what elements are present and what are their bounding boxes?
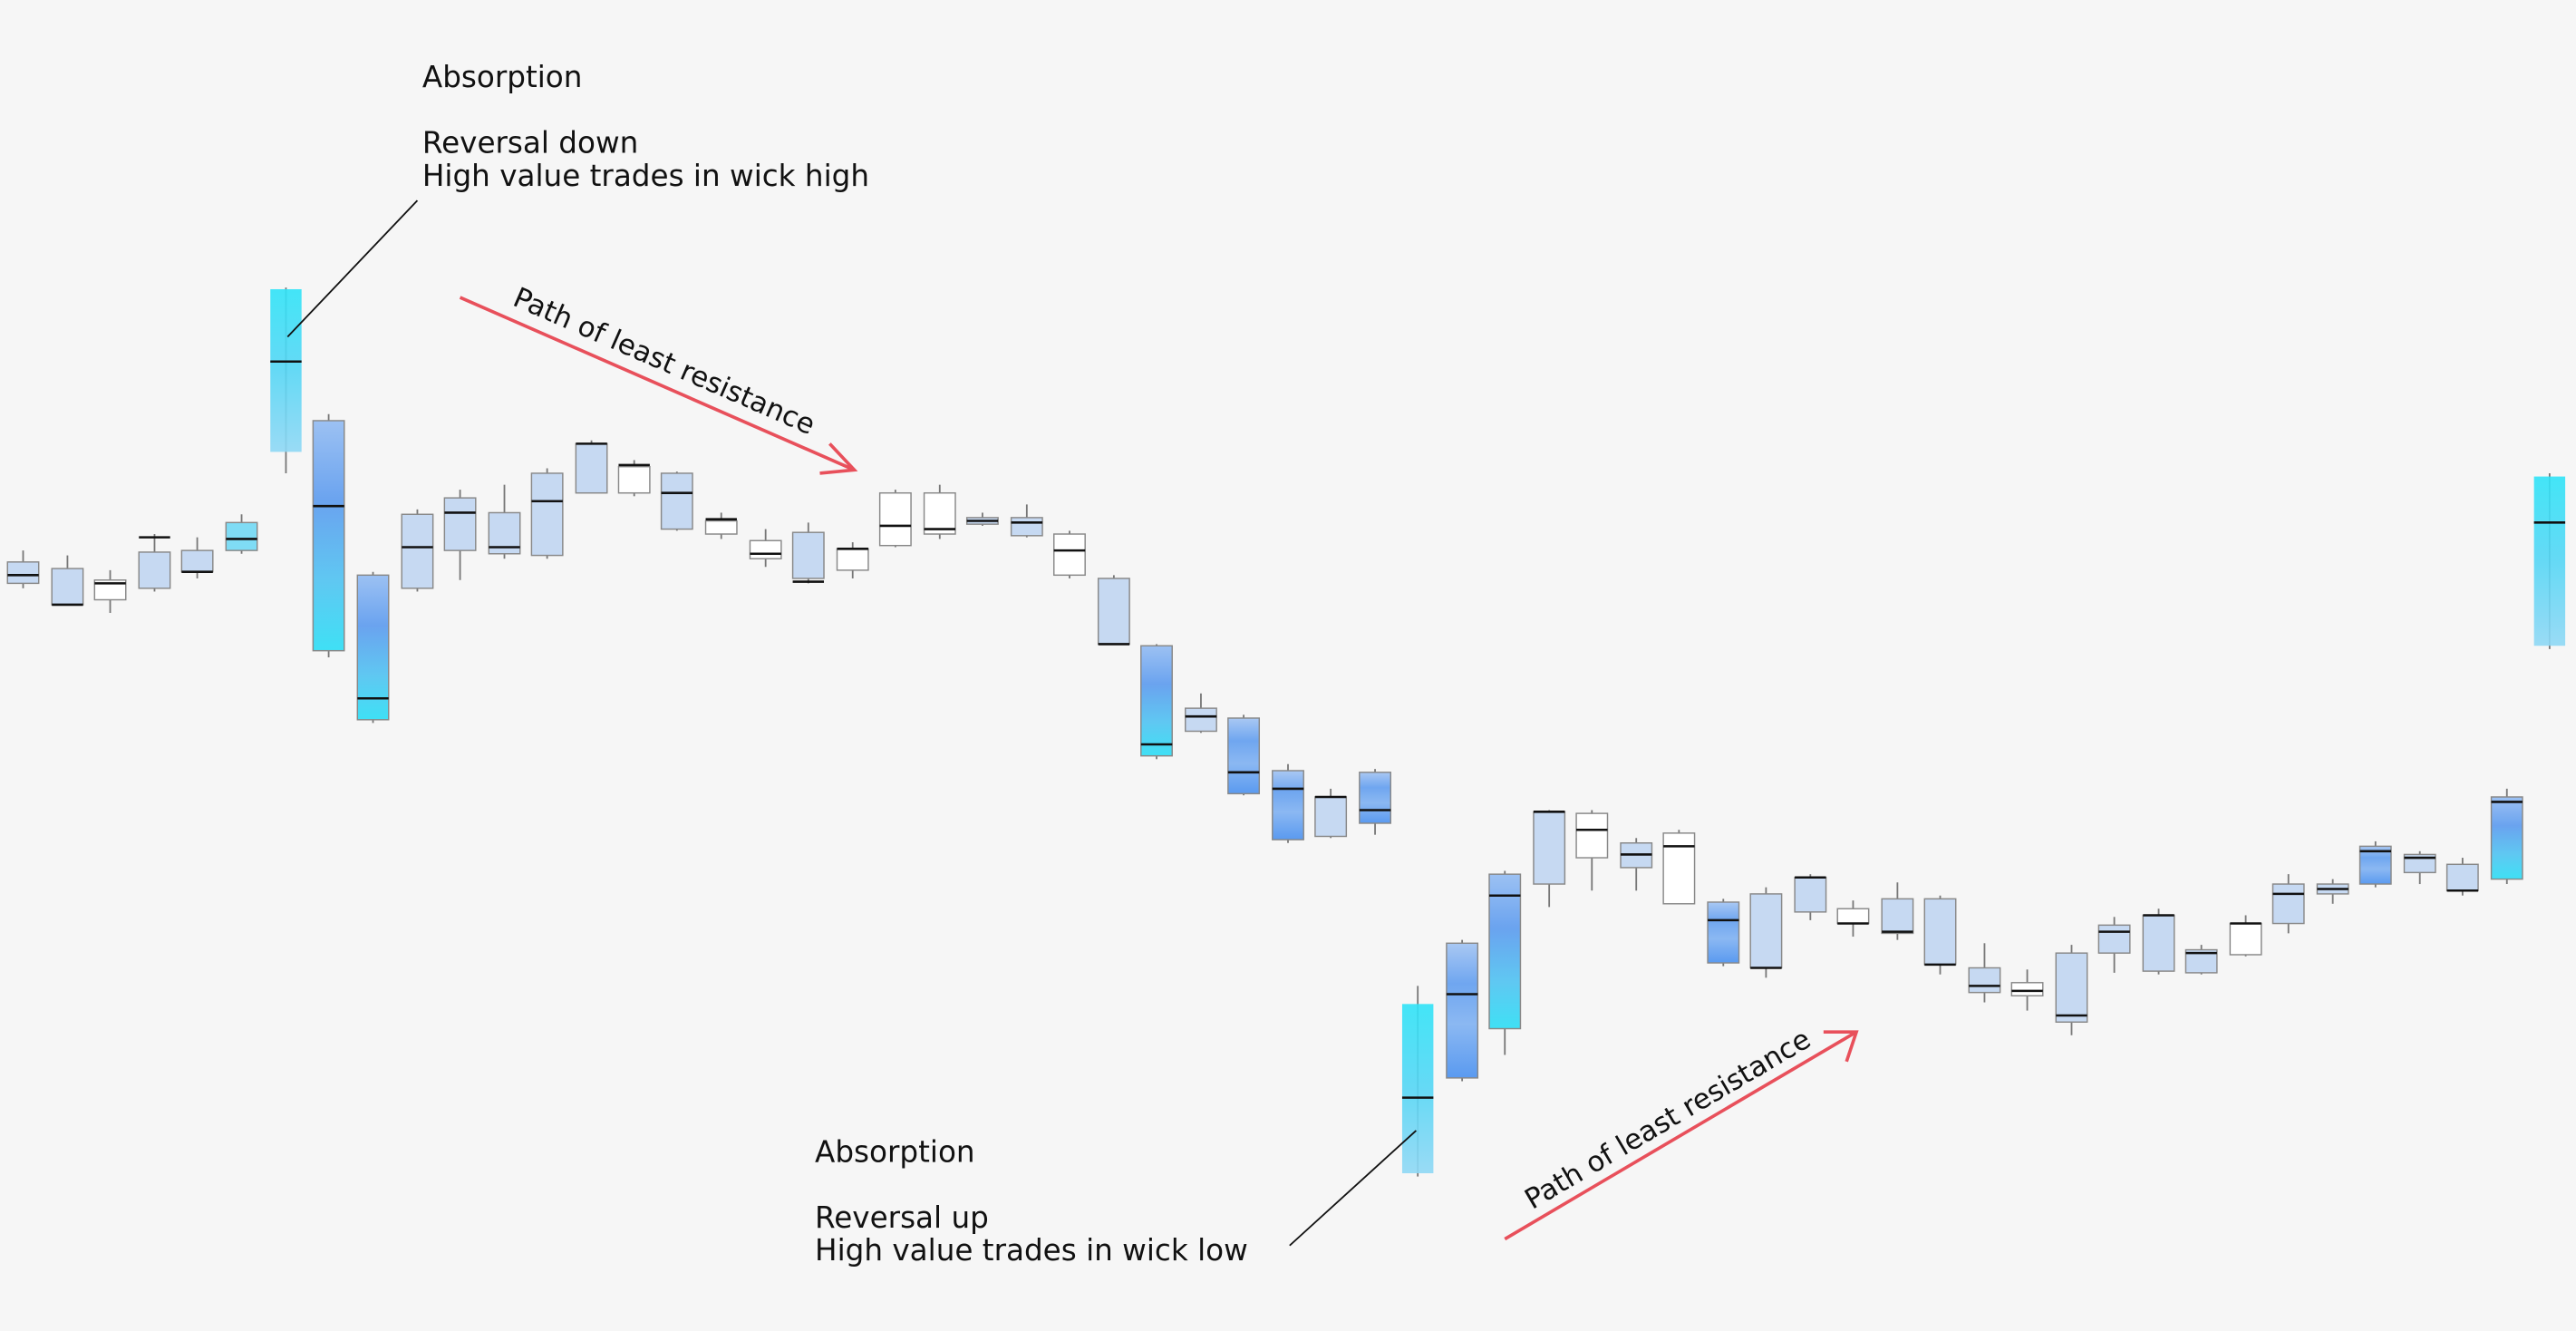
candle-body — [180, 549, 214, 573]
candle-body — [1923, 898, 1957, 966]
candle-body — [617, 465, 651, 494]
candle-body — [312, 420, 345, 652]
candles — [6, 287, 2566, 1177]
candle-body — [1533, 811, 1566, 885]
candle-body — [1097, 578, 1130, 646]
candle-body — [749, 539, 782, 559]
candle-body — [1185, 707, 1217, 733]
candle-body — [791, 531, 825, 579]
candle-body — [1662, 832, 1696, 905]
candle-body — [1314, 796, 1348, 838]
annotation-line: Reversal up — [815, 1200, 989, 1235]
pointer-line — [286, 199, 419, 338]
arrow — [459, 296, 858, 475]
candle-body — [1140, 645, 1173, 757]
candle-body — [2097, 924, 2131, 954]
candle-body — [1272, 770, 1304, 840]
candle-body — [1881, 898, 1914, 935]
candle-body — [1401, 1004, 1434, 1174]
candle-body — [270, 288, 302, 452]
pointer-line — [1289, 1130, 1417, 1247]
candle-body — [1836, 908, 1870, 925]
candle-body — [1488, 873, 1522, 1030]
candle-body — [1227, 717, 1261, 795]
candle-body — [1575, 812, 1609, 859]
candle-body — [93, 579, 127, 601]
candle-body — [660, 472, 693, 530]
candle-body — [2358, 845, 2392, 885]
candle-body — [1446, 942, 1479, 1079]
candle-body — [1794, 877, 1827, 913]
candle-body — [2533, 476, 2566, 646]
candle-body — [6, 561, 40, 585]
candle-body — [2271, 883, 2305, 925]
candle-body — [356, 574, 390, 721]
annotation-title: Absorption — [422, 60, 583, 94]
candle-body — [2010, 982, 2044, 997]
candle-body — [2490, 796, 2523, 880]
annotation-title: Absorption — [815, 1134, 975, 1169]
annotation-line: High value trades in wick high — [422, 159, 869, 193]
candle-body — [51, 568, 84, 606]
candle-body — [2229, 922, 2262, 956]
candle-body — [575, 442, 608, 494]
candle-body — [1968, 967, 2001, 994]
candle-body — [2055, 952, 2088, 1024]
candle-body — [1010, 517, 1043, 537]
candle-body — [2142, 914, 2175, 972]
candle-body — [1749, 893, 1783, 969]
candle-body — [2403, 853, 2436, 874]
candle-body — [1359, 772, 1391, 824]
candle-body — [1053, 533, 1086, 577]
candle-body — [1707, 901, 1740, 964]
candle-body — [704, 520, 738, 535]
candle-body — [923, 491, 956, 535]
candle-body — [225, 521, 258, 551]
candle-body — [878, 491, 912, 547]
candle-body — [530, 472, 564, 557]
candle-body — [401, 513, 434, 589]
candle-body — [2445, 863, 2479, 892]
candle-body — [443, 497, 477, 551]
candle-body — [836, 548, 869, 571]
arrow — [1504, 1030, 1859, 1241]
annotation-line: Reversal down — [422, 126, 638, 160]
annotation-line: High value trades in wick low — [815, 1233, 1248, 1268]
candle-body — [138, 551, 171, 589]
